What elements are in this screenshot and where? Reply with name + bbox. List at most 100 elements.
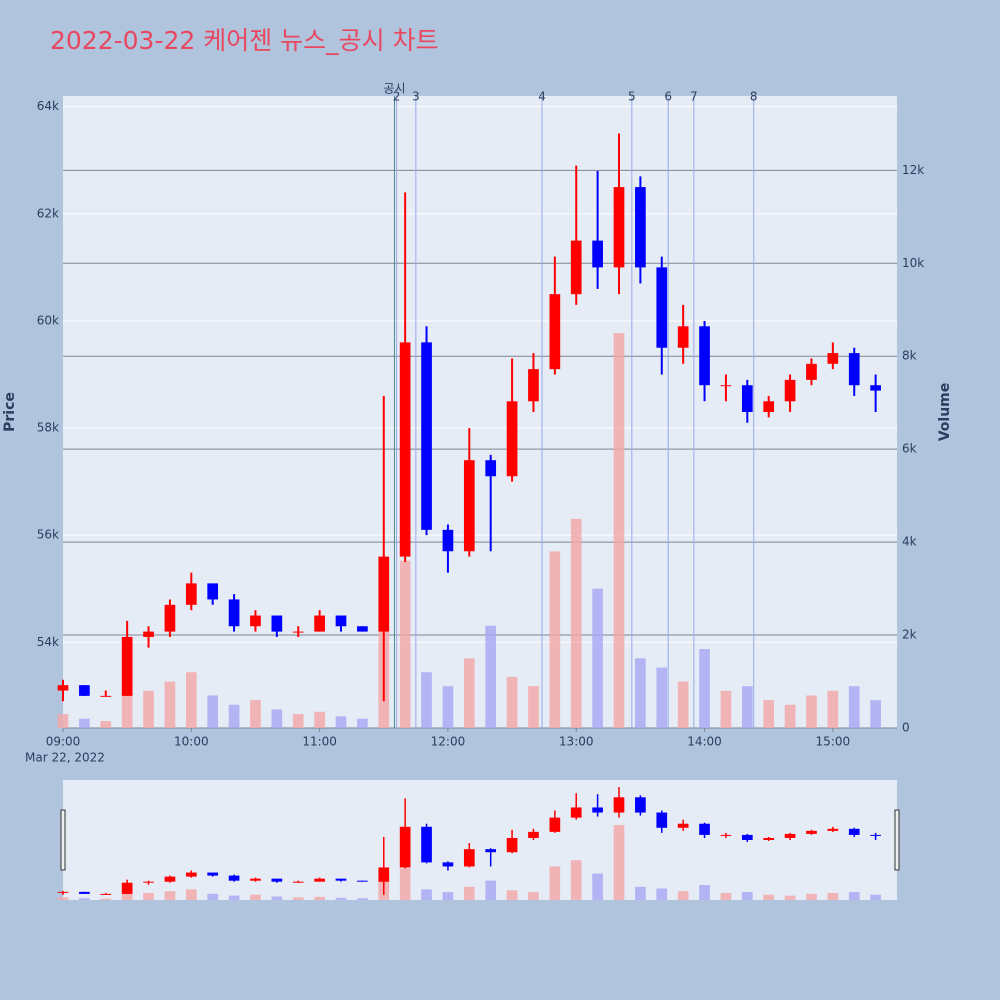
slider-handle[interactable] bbox=[894, 809, 900, 871]
volume-bar bbox=[656, 667, 668, 728]
candle-body bbox=[720, 385, 732, 387]
slider-volume-bar bbox=[442, 892, 454, 900]
slider-candle-body bbox=[549, 817, 561, 832]
slider-candle-body bbox=[335, 878, 347, 881]
volume-bar bbox=[870, 700, 881, 728]
slider-candle-body bbox=[399, 826, 411, 868]
candle-body bbox=[570, 240, 582, 295]
slider-candle-body bbox=[164, 876, 176, 882]
y2-tick-label: 6k bbox=[902, 442, 917, 456]
y2-tick-label: 4k bbox=[902, 535, 917, 549]
slider-volume-bar bbox=[228, 895, 240, 900]
slider-candle-body bbox=[784, 833, 796, 838]
volume-bar bbox=[763, 700, 775, 728]
y2-tick-label: 10k bbox=[902, 256, 924, 270]
volume-bar bbox=[506, 676, 518, 728]
volume-bar bbox=[100, 721, 112, 728]
y-tick-label: 64k bbox=[37, 99, 59, 113]
y-tick-label: 60k bbox=[37, 313, 59, 327]
candle-body bbox=[100, 695, 112, 697]
volume-bar bbox=[250, 700, 261, 728]
candle-body bbox=[421, 342, 432, 530]
slider-volume-bar bbox=[335, 897, 347, 900]
volume-bar bbox=[827, 690, 839, 728]
volume-bar bbox=[848, 686, 860, 728]
x-tick-label: 09:00 bbox=[46, 735, 81, 749]
y-tick-label: 54k bbox=[37, 635, 59, 649]
y2-axis-title: Volume bbox=[937, 383, 953, 442]
candle-body bbox=[378, 556, 390, 632]
y2-tick-label: 2k bbox=[902, 628, 917, 642]
slider-volume-bar bbox=[271, 896, 283, 900]
volume-bar bbox=[463, 658, 475, 728]
candle-body bbox=[827, 353, 839, 364]
slider-candle-body bbox=[763, 837, 775, 840]
volume-bar bbox=[271, 709, 283, 728]
slider-volume-bar bbox=[421, 889, 432, 900]
slider-candle-body bbox=[741, 834, 753, 840]
slider-volume-bar bbox=[720, 892, 732, 900]
slider-candle-body bbox=[592, 807, 603, 813]
slider-volume-bar bbox=[207, 893, 219, 900]
slider-volume-bar bbox=[292, 897, 304, 900]
candle-body bbox=[143, 631, 154, 637]
volume-bar bbox=[635, 658, 646, 728]
event-label: 2 bbox=[393, 90, 401, 104]
candle-body bbox=[463, 460, 475, 552]
candle-body bbox=[848, 353, 860, 386]
volume-bar bbox=[421, 672, 432, 728]
slider-candle-body bbox=[506, 837, 518, 853]
slider-volume-bar bbox=[506, 890, 518, 900]
slider-candle-body bbox=[57, 891, 69, 893]
range-slider[interactable] bbox=[63, 780, 897, 900]
x-tick-label: 14:00 bbox=[687, 735, 722, 749]
slider-volume-bar bbox=[741, 892, 753, 900]
candle-body bbox=[121, 636, 133, 696]
x-tick-label: 12:00 bbox=[431, 735, 466, 749]
slider-candle-body bbox=[848, 828, 860, 835]
slider-candle-body bbox=[121, 882, 133, 894]
slider-volume-bar bbox=[314, 896, 325, 900]
volume-bar bbox=[314, 711, 325, 728]
event-label: 7 bbox=[690, 90, 698, 104]
event-label: 8 bbox=[750, 90, 758, 104]
volume-bar bbox=[335, 716, 347, 728]
volume-bar bbox=[592, 588, 603, 728]
y2-tick-label: 8k bbox=[902, 349, 917, 363]
slider-volume-bar bbox=[699, 885, 710, 900]
candle-body bbox=[806, 363, 817, 380]
y-tick-label: 62k bbox=[37, 206, 59, 220]
slider-candle-body bbox=[314, 878, 325, 882]
slider-candle-body bbox=[870, 834, 881, 836]
volume-bar bbox=[121, 686, 133, 728]
event-label: 공시 bbox=[383, 82, 405, 96]
y2-tick-label: 12k bbox=[902, 163, 924, 177]
slider-volume-bar bbox=[570, 860, 582, 900]
slider-volume-bar bbox=[100, 898, 112, 900]
candle-body bbox=[592, 240, 603, 268]
y-axis-title: Price bbox=[2, 392, 18, 432]
slider-candle-body bbox=[357, 880, 368, 882]
slider-candle-body bbox=[570, 807, 582, 818]
candle-body bbox=[528, 369, 539, 402]
slider-handle[interactable] bbox=[60, 809, 66, 871]
slider-volume-bar bbox=[79, 898, 90, 900]
slider-candle-body bbox=[699, 823, 710, 835]
volume-bar bbox=[549, 551, 561, 728]
slider-candle-body bbox=[677, 823, 689, 828]
volume-bar bbox=[613, 333, 625, 728]
volume-bar bbox=[699, 649, 710, 728]
candle-body bbox=[357, 626, 368, 632]
x-tick-label: 15:00 bbox=[816, 735, 851, 749]
x-date-label: Mar 22, 2022 bbox=[25, 751, 105, 765]
x-tick-label: 11:00 bbox=[302, 735, 337, 749]
volume-bar bbox=[399, 560, 411, 728]
slider-volume-bar bbox=[613, 825, 625, 900]
candle-body bbox=[741, 385, 753, 412]
volume-bar bbox=[292, 714, 304, 728]
y2-tick-label: 0 bbox=[902, 721, 910, 735]
slider-volume-bar bbox=[848, 892, 860, 900]
candle-body bbox=[57, 685, 69, 691]
slider-candle-body bbox=[207, 872, 219, 876]
